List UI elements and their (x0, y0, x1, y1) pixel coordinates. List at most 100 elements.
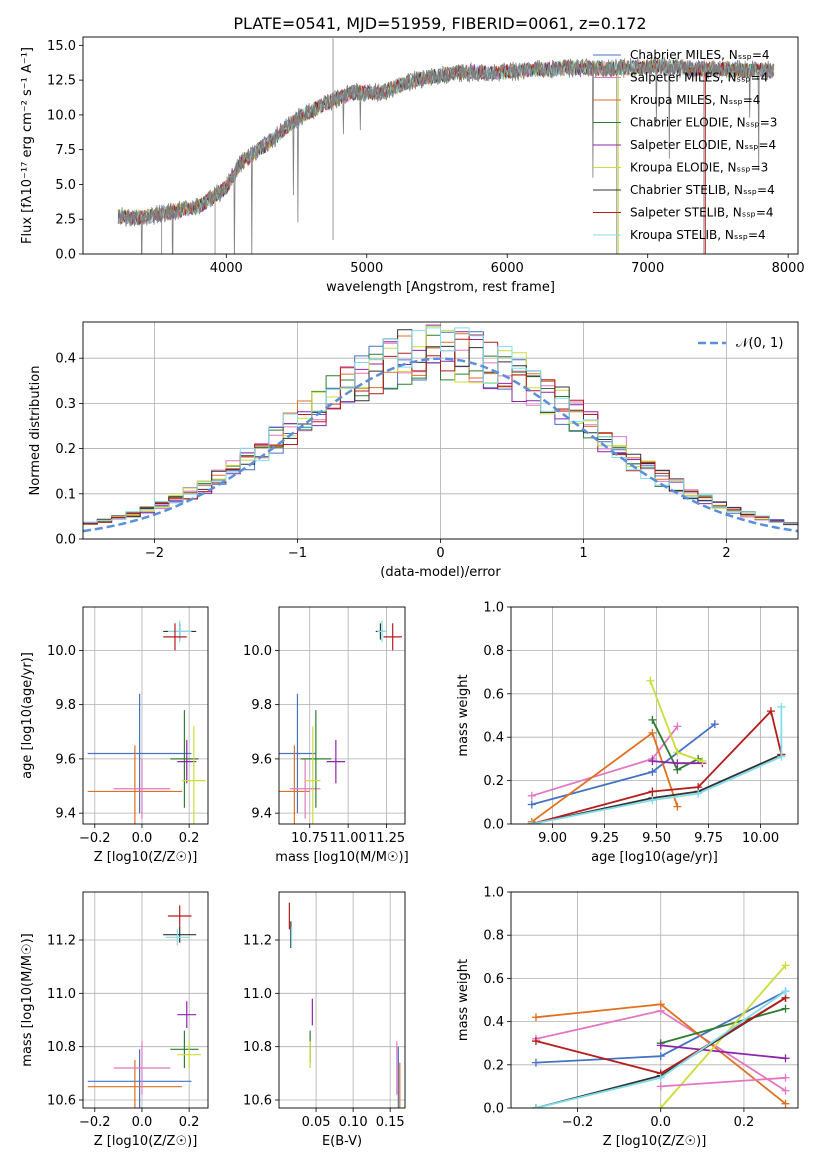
weight-point-marker (673, 802, 682, 811)
plot-frame (510, 606, 799, 825)
weight-point-marker (648, 796, 657, 805)
y-tick-label: 0.8 (483, 644, 504, 659)
panel-mass-vs-ebv: 0.05 0.10 0.15 10.6 10.8 11.0 11.2 E(B-V) (243, 891, 406, 1149)
x-tick-label: 4000 (210, 261, 243, 276)
panel-mass-vs-metallicity: −0.2 0.0 0.2 10.6 10.8 11.0 11.2 Z [log10(Z/Z☉)… (20, 891, 209, 1149)
x-tick-label: 0.0 (132, 1115, 153, 1130)
x-tick-label: −0.2 (79, 1115, 111, 1130)
x-axis-label: Z [log10(Z/Z☉)] (603, 1134, 707, 1149)
x-axis-label: Z [log10(Z/Z☉)] (94, 1134, 198, 1149)
y-tick-label: 0.2 (55, 442, 76, 457)
legend-label: Salpeter MILES, Nₛₛₚ=4 (630, 71, 768, 85)
legend-label: Salpeter STELIB, Nₛₛₚ=4 (630, 206, 774, 220)
y-tick-label: 11.0 (243, 987, 272, 1002)
y-axis-label: age [log10(age/yr)] (20, 652, 35, 779)
x-tick-label: 0.05 (302, 1115, 331, 1130)
y-axis-label: mass weight (456, 959, 471, 1041)
y-tick-label: 10.0 (47, 644, 76, 659)
weight-point-marker (781, 961, 790, 970)
plot-frame (510, 891, 799, 1109)
y-tick-label: 10.6 (243, 1094, 272, 1109)
y-axis-label: Flux [fλ10⁻¹⁷ erg cm⁻² s⁻¹ A⁻¹] (20, 47, 35, 244)
y-tick-label: 0.0 (483, 818, 504, 833)
weight-point-marker (527, 820, 536, 824)
panel-residuals: −2 −1 0 1 2 0.0 0.1 0.2 0.3 0.4 (data-model)/error… (28, 321, 799, 580)
y-tick-label: 15.0 (47, 39, 76, 54)
legend-label: Chabrier ELODIE, Nₛₛₚ=3 (630, 116, 777, 130)
y-tick-label: 0.6 (483, 972, 504, 987)
weight-point-marker (673, 748, 682, 757)
weight-point-marker (781, 1099, 790, 1108)
y-tick-label: 1.0 (483, 601, 504, 616)
y-tick-label: 0.4 (55, 352, 76, 367)
y-tick-label: 9.4 (251, 807, 272, 822)
x-tick-label: 11.00 (330, 831, 367, 846)
errorbar-group (87, 905, 201, 1108)
plot-frame (82, 36, 799, 255)
y-tick-label: 0.1 (55, 487, 76, 502)
x-tick-label: 11.25 (368, 831, 405, 846)
x-tick-label: 0.2 (179, 831, 200, 846)
y-tick-label: 1.0 (483, 886, 504, 901)
weight-point-marker (656, 1041, 665, 1050)
weight-point-marker (656, 1082, 665, 1091)
y-tick-label: 10.0 (47, 108, 76, 123)
observed-spectrum-line (117, 57, 775, 254)
x-tick-label: −1 (288, 546, 307, 561)
spectrum-curves (117, 38, 775, 254)
weight-point-marker (527, 800, 536, 809)
weight-lines (527, 676, 786, 824)
x-tick-label: 1 (579, 546, 587, 561)
x-axis-label: E(B-V) (322, 1134, 362, 1149)
y-tick-label: 0.8 (483, 929, 504, 944)
legend-label: Chabrier MILES, Nₛₛₚ=4 (630, 48, 770, 62)
x-tick-label: 0.2 (734, 1115, 755, 1130)
y-tick-label: 0.2 (483, 1058, 504, 1073)
errorbar-group (87, 620, 206, 824)
x-tick-label: 0.15 (376, 1115, 405, 1130)
y-tick-label: 11.0 (47, 987, 76, 1002)
weight-point-marker (648, 715, 657, 724)
weight-point-marker (781, 1054, 790, 1063)
x-axis-label: age [log10(age/yr)] (591, 850, 718, 865)
y-tick-label: 0.6 (483, 687, 504, 702)
errorbar-group (288, 902, 401, 1108)
weight-point-marker (698, 757, 707, 766)
weight-series-line (660, 1044, 786, 1060)
weight-point-marker (781, 987, 790, 996)
weight-series-line (531, 753, 782, 824)
normal-curve-line (83, 357, 798, 533)
weight-point-marker (531, 1013, 540, 1022)
plot-frame (278, 606, 406, 825)
y-tick-label: 9.4 (55, 807, 76, 822)
weight-point-marker (781, 1073, 790, 1082)
plot-frame (82, 891, 209, 1109)
x-tick-label: 2 (722, 546, 730, 561)
histogram-step-line (83, 327, 798, 524)
histogram-steps (83, 324, 798, 533)
weight-point-marker (656, 1104, 665, 1108)
plot-frame (82, 321, 799, 540)
y-axis-label: mass weight (456, 674, 471, 756)
x-tick-label: 10.00 (742, 831, 779, 846)
x-axis-label: mass [log10(M/M☉)] (275, 850, 408, 865)
weight-point-marker (648, 757, 657, 766)
weight-point-marker (766, 707, 775, 716)
y-axis-label: mass [log10(M/M☉)] (20, 933, 35, 1066)
x-tick-label: 7000 (631, 261, 664, 276)
weight-point-marker (710, 720, 719, 729)
x-tick-label: 6000 (491, 261, 524, 276)
legend-label: Kroupa MILES, Nₛₛₚ=4 (630, 93, 760, 107)
y-tick-label: 5.0 (55, 178, 76, 193)
y-tick-label: 0.3 (55, 397, 76, 412)
weight-point-marker (648, 787, 657, 796)
weight-point-marker (531, 1037, 540, 1046)
weight-point-marker (777, 702, 786, 711)
weight-point-marker (781, 1004, 790, 1013)
weight-point-marker (646, 676, 655, 685)
panel-age-vs-metallicity: −0.2 0.0 0.2 9.4 9.6 9.8 10.0 Z [log10(Z/Z☉)] ag… (20, 606, 209, 865)
y-tick-label: 9.8 (251, 698, 272, 713)
weight-point-marker (531, 1104, 540, 1108)
weight-point-marker (656, 1073, 665, 1082)
x-axis-label: (data-model)/error (380, 565, 501, 580)
